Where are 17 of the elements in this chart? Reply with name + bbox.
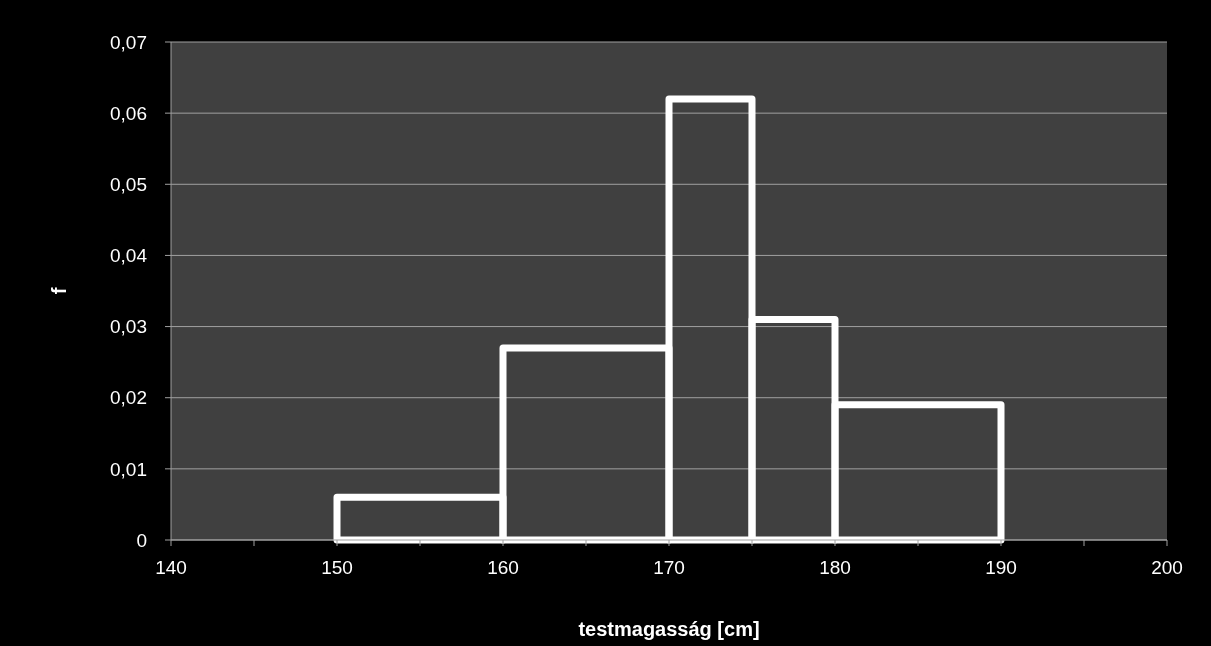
y-tick-label: 0,05: [110, 173, 147, 195]
x-tick-label: 140: [155, 557, 187, 578]
y-axis-title: f: [48, 287, 70, 295]
x-tick-label: 150: [321, 557, 353, 578]
x-tick-label: 190: [985, 557, 1017, 578]
x-tick-label: 160: [487, 557, 519, 578]
y-tick-label: 0: [136, 529, 147, 551]
x-axis-title: testmagasság [cm]: [578, 618, 760, 640]
y-tick-label: 0,04: [110, 245, 148, 267]
y-tick-label: 0,06: [110, 102, 147, 124]
x-tick-label: 200: [1151, 557, 1183, 578]
y-tick-label: 0,07: [110, 31, 147, 53]
y-tick-label: 0,01: [110, 458, 147, 480]
y-tick-label: 0,03: [110, 316, 147, 338]
x-tick-label: 170: [653, 557, 685, 578]
y-tick-label: 0,02: [110, 387, 147, 409]
x-tick-label: 180: [819, 557, 851, 578]
